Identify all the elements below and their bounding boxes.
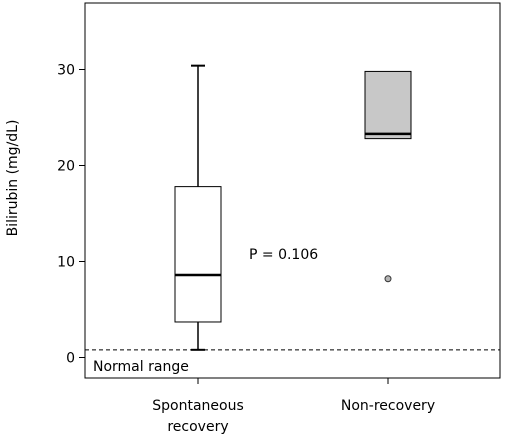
box-group bbox=[364, 70, 412, 283]
y-tick-label: 10 bbox=[57, 255, 75, 271]
plot-frame bbox=[84, 2, 501, 379]
boxes bbox=[174, 64, 412, 351]
p-value-annotation: P = 0.106 bbox=[249, 247, 318, 263]
x-axis: Spontaneous recovery Non-recovery bbox=[152, 378, 435, 435]
y-tick-label: 30 bbox=[57, 63, 75, 79]
box-iqr bbox=[174, 186, 222, 323]
box-iqr bbox=[364, 70, 412, 140]
outlier-point bbox=[384, 275, 392, 283]
y-tick-label: 20 bbox=[57, 159, 75, 175]
normal-range-label: Normal range bbox=[93, 359, 189, 375]
x-tick-label: recovery bbox=[167, 419, 228, 435]
x-tick-label: Spontaneous bbox=[152, 398, 244, 414]
x-tick-label: Non-recovery bbox=[341, 398, 435, 414]
box-group bbox=[174, 64, 222, 351]
y-axis: 0 10 20 30 bbox=[57, 63, 85, 367]
y-tick-label: 0 bbox=[66, 351, 75, 367]
y-axis-title: Bilirubin (mg/dL) bbox=[5, 120, 21, 237]
